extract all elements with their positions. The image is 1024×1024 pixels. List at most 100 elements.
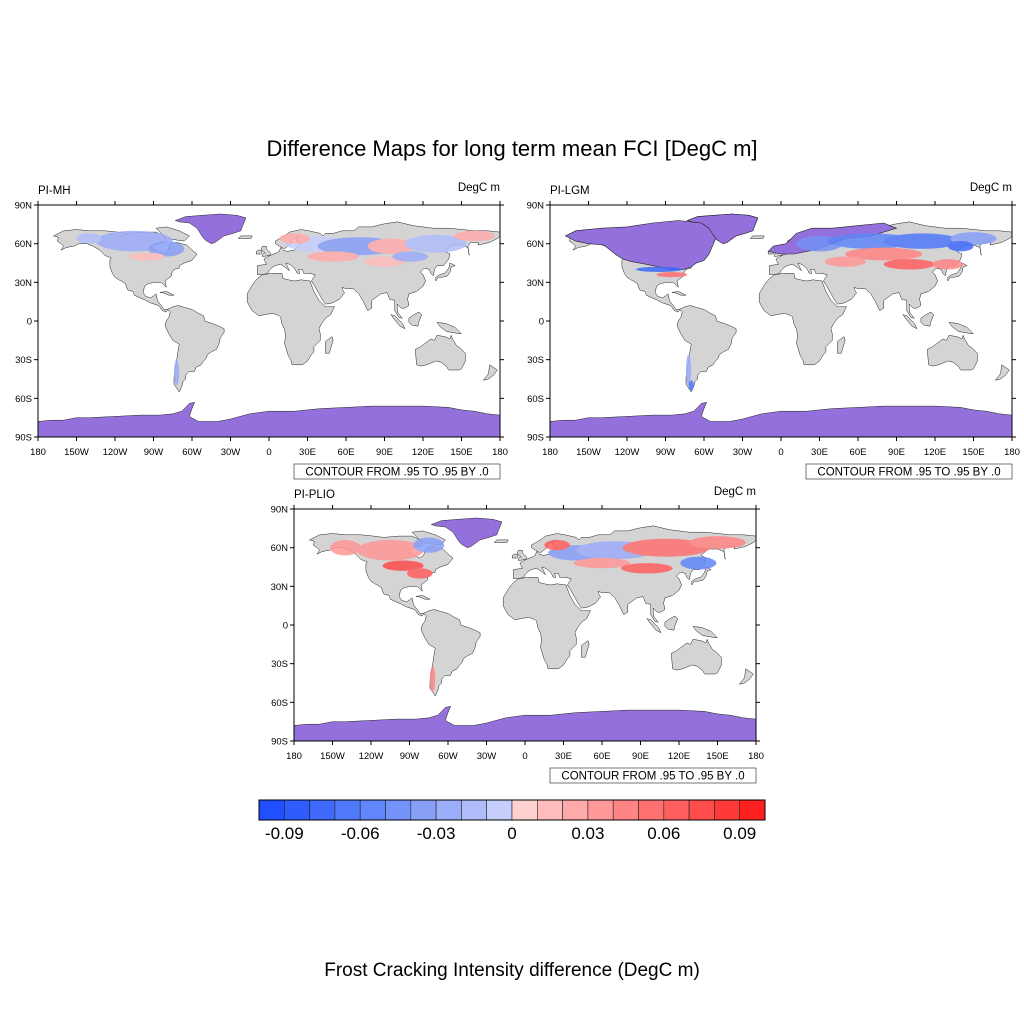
contour-info-text: CONTOUR FROM .95 TO .95 BY .0	[561, 771, 744, 783]
lat-tick-label: 30S	[527, 355, 544, 366]
lon-tick-label: 150E	[706, 751, 728, 762]
lon-tick-label: 180	[286, 751, 302, 762]
landmass-africa	[758, 273, 847, 366]
lon-tick-label: 60W	[182, 447, 202, 458]
anomaly-patch	[76, 233, 103, 244]
colorbar-tick-label: -0.09	[265, 824, 304, 843]
lon-tick-label: 30W	[477, 751, 497, 762]
lon-tick-label: 30W	[221, 447, 241, 458]
lat-tick-label: 60N	[271, 543, 289, 554]
lat-tick-label: 30N	[271, 582, 289, 593]
colorbar-swatch	[461, 799, 487, 821]
panel-units: DegC m	[714, 486, 756, 498]
lon-tick-label: 120E	[412, 447, 434, 458]
lon-tick-label: 180	[30, 447, 46, 458]
map-panel-pi-mh: 90N 60N 30N 0 30S 60S 90S 180 150W 120W 90W 60W 30W 0…	[15, 182, 508, 480]
lon-tick-label: 60E	[594, 751, 611, 762]
anomaly-patch	[174, 359, 180, 386]
anomaly-patch	[824, 256, 866, 267]
lon-tick-label: 90W	[656, 447, 676, 458]
colorbar-swatch	[435, 799, 462, 821]
lat-tick-label: 30S	[15, 355, 32, 366]
lon-tick-label: 60E	[338, 447, 355, 458]
colorbar-swatch	[385, 799, 412, 821]
lon-tick-label: 60W	[438, 751, 458, 762]
fci-anomaly-field	[636, 232, 997, 391]
lon-tick-label: 60E	[850, 447, 867, 458]
landmass-australia	[671, 638, 722, 675]
landmass-ireland	[511, 553, 518, 559]
lon-tick-label: 0	[266, 447, 271, 458]
lat-tick-label: 90S	[527, 433, 544, 444]
anomaly-patch	[430, 666, 436, 692]
fci-anomaly-field	[329, 536, 746, 692]
colorbar-swatch	[309, 799, 336, 821]
anomaly-patch	[407, 568, 433, 579]
anomaly-patch	[392, 251, 429, 262]
colorbar-swatch	[739, 799, 766, 821]
map-panel-pi-lgm: 90N 60N 30N 0 30S 60S 90S 180 150W 120W 90W 60W 30W 0…	[527, 182, 1020, 480]
landmass-sumatra	[902, 314, 918, 330]
lon-tick-label: 150W	[320, 751, 345, 762]
landmass-antarctica	[294, 705, 756, 741]
colorbar-tick-label: 0.09	[723, 824, 756, 843]
anomaly-patch	[307, 251, 359, 262]
landmass-africa	[246, 273, 335, 366]
anomaly-patch	[129, 252, 166, 261]
landmass-madagascar	[837, 336, 846, 354]
anomaly-patch	[947, 241, 974, 252]
landmass-sumatra	[646, 618, 662, 634]
anomaly-patch	[148, 241, 185, 257]
landmass-australia	[415, 334, 466, 371]
anomaly-patch	[845, 247, 923, 261]
colorbar-tick-label: 0.06	[647, 824, 680, 843]
colorbar-swatch	[638, 799, 665, 821]
lat-tick-label: 30N	[15, 278, 33, 289]
lat-tick-label: 60S	[15, 394, 32, 405]
lon-tick-label: 120W	[103, 447, 128, 458]
landmass-sumatra	[390, 314, 406, 330]
lat-tick-label: 90S	[271, 737, 288, 748]
colorbar-swatch	[334, 799, 361, 821]
colorbar-swatch	[486, 799, 513, 821]
colorbar-swatch	[587, 799, 614, 821]
landmass-newguinea	[436, 321, 463, 335]
landmass-japan	[947, 262, 968, 282]
contour-info-box	[293, 463, 501, 480]
panel-name: PI-PLIO	[294, 489, 335, 501]
landmass-australia	[927, 334, 978, 371]
lon-tick-label: 90W	[144, 447, 164, 458]
main-title: Difference Maps for long term mean FCI […	[266, 136, 758, 161]
landmass-iceland	[493, 539, 509, 543]
ice-sheet-greenland	[686, 213, 759, 245]
lon-tick-label: 90W	[400, 751, 420, 762]
lon-tick-label: 150E	[962, 447, 984, 458]
lat-tick-label: 0	[539, 317, 544, 328]
lat-tick-label: 0	[27, 317, 32, 328]
landmass-britain	[517, 549, 527, 561]
landmass-cuba	[671, 291, 687, 296]
panel-name: PI-MH	[38, 185, 71, 197]
anomaly-patch	[636, 266, 683, 272]
landmass-borneo	[920, 311, 934, 327]
lat-tick-label: 0	[283, 621, 288, 632]
colorbar: -0.09 -0.06 -0.03 0 0.03 0.06 0.09	[258, 799, 766, 843]
landmass-iceland	[749, 235, 765, 239]
lat-tick-label: 30N	[527, 278, 545, 289]
landmass-borneo	[664, 615, 678, 631]
anomaly-patch	[279, 233, 311, 244]
anomaly-patch	[622, 538, 710, 557]
landmass-nz	[738, 668, 754, 685]
panel-name: PI-LGM	[550, 185, 590, 197]
colorbar-swatch	[688, 799, 715, 821]
anomaly-patch	[382, 560, 424, 571]
lat-tick-label: 90N	[527, 201, 545, 212]
lon-tick-label: 30E	[811, 447, 828, 458]
landmass-samerica	[164, 305, 225, 393]
colorbar-swatch	[536, 799, 563, 821]
lat-tick-label: 60N	[527, 239, 545, 250]
anomaly-patch	[329, 540, 361, 556]
colorbar-tick-label: 0.03	[571, 824, 604, 843]
